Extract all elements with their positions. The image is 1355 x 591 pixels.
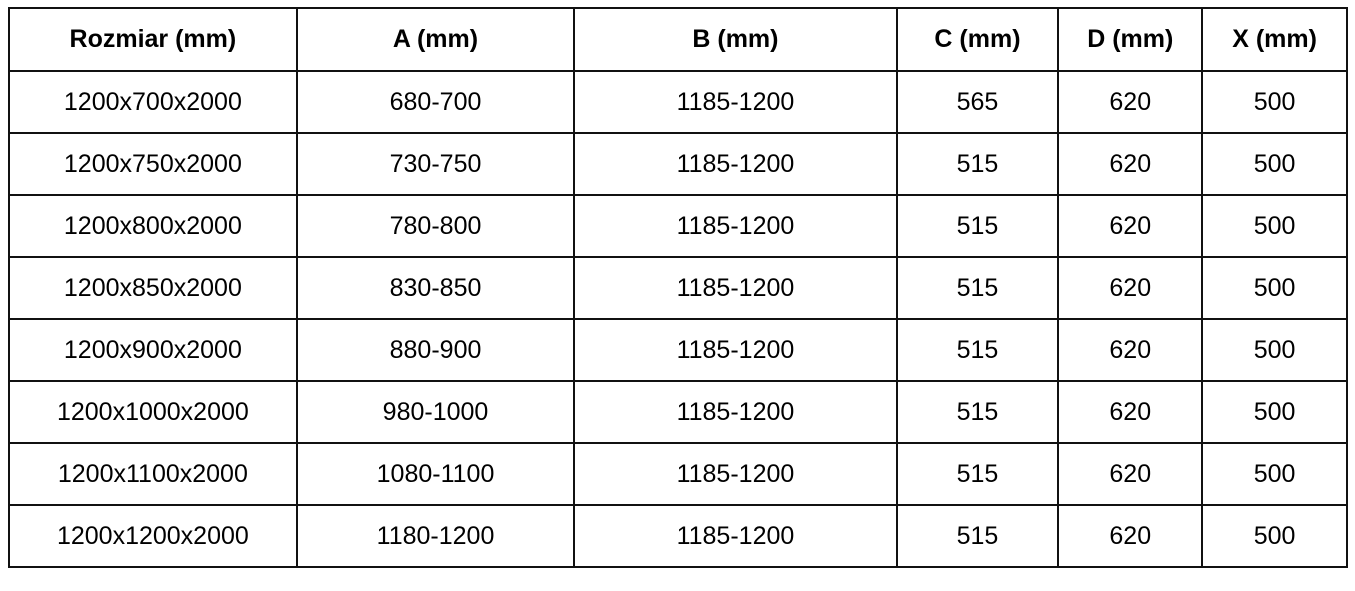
table-cell: 1180-1200 [295,504,576,568]
table-row: 1200x900x2000 880-900 1185-1200 515 620 500 [8,318,1348,382]
table-cell: 620 [1057,194,1204,258]
table-cell: 620 [1057,442,1204,506]
table-cell: 1185-1200 [573,442,898,506]
table-cell: 1185-1200 [573,194,898,258]
column-header: X (mm) [1201,7,1348,72]
table-cell: 1200x1200x2000 [8,504,298,568]
table-cell: 1185-1200 [573,380,898,444]
table-row: 1200x850x2000 830-850 1185-1200 515 620 500 [8,256,1348,320]
table-row: 1200x800x2000 780-800 1185-1200 515 620 500 [8,194,1348,258]
table-cell: 1200x850x2000 [8,256,298,320]
table-cell: 730-750 [295,132,576,196]
table-cell: 500 [1201,132,1348,196]
table-cell: 1200x900x2000 [8,318,298,382]
table-row: 1200x1100x2000 1080-1100 1185-1200 515 620 50… [8,442,1348,506]
table-cell: 1080-1100 [295,442,576,506]
column-header: A (mm) [295,7,576,72]
table-cell: 500 [1201,504,1348,568]
table-cell: 1200x750x2000 [8,132,298,196]
table-cell: 620 [1057,70,1204,134]
table-row: 1200x1000x2000 980-1000 1185-1200 515 620 500 [8,380,1348,444]
table-cell: 780-800 [295,194,576,258]
table-cell: 500 [1201,442,1348,506]
table-cell: 1185-1200 [573,132,898,196]
header-row: Rozmiar (mm) A (mm) B (mm) C (mm) D (mm) X (m… [8,7,1348,72]
table-cell: 620 [1057,504,1204,568]
column-header: D (mm) [1057,7,1204,72]
table-cell: 1200x1100x2000 [8,442,298,506]
table-cell: 830-850 [295,256,576,320]
table-cell: 680-700 [295,70,576,134]
table-cell: 1185-1200 [573,70,898,134]
table-cell: 500 [1201,380,1348,444]
column-header: B (mm) [573,7,898,72]
table-cell: 515 [895,504,1060,568]
table-cell: 1200x700x2000 [8,70,298,134]
table-cell: 620 [1057,318,1204,382]
table-row: 1200x700x2000 680-700 1185-1200 565 620 500 [8,70,1348,134]
table-cell: 515 [895,442,1060,506]
table-cell: 980-1000 [295,380,576,444]
table-cell: 515 [895,132,1060,196]
table-cell: 620 [1057,380,1204,444]
table-cell: 1185-1200 [573,256,898,320]
table-cell: 515 [895,380,1060,444]
table-cell: 500 [1201,194,1348,258]
column-header: Rozmiar (mm) [8,7,298,72]
table-cell: 1185-1200 [573,504,898,568]
table-cell: 1200x800x2000 [8,194,298,258]
dimensions-table: Rozmiar (mm) A (mm) B (mm) C (mm) D (mm) X (m… [8,7,1348,568]
table-cell: 500 [1201,70,1348,134]
table-cell: 880-900 [295,318,576,382]
table-cell: 500 [1201,256,1348,320]
table-cell: 515 [895,194,1060,258]
table-cell: 1200x1000x2000 [8,380,298,444]
table-row: 1200x1200x2000 1180-1200 1185-1200 515 620 50… [8,504,1348,568]
table-cell: 620 [1057,132,1204,196]
table-cell: 1185-1200 [573,318,898,382]
table-cell: 565 [895,70,1060,134]
column-header: C (mm) [895,7,1060,72]
table-cell: 515 [895,256,1060,320]
table-cell: 515 [895,318,1060,382]
table-row: 1200x750x2000 730-750 1185-1200 515 620 500 [8,132,1348,196]
table-cell: 500 [1201,318,1348,382]
table-cell: 620 [1057,256,1204,320]
